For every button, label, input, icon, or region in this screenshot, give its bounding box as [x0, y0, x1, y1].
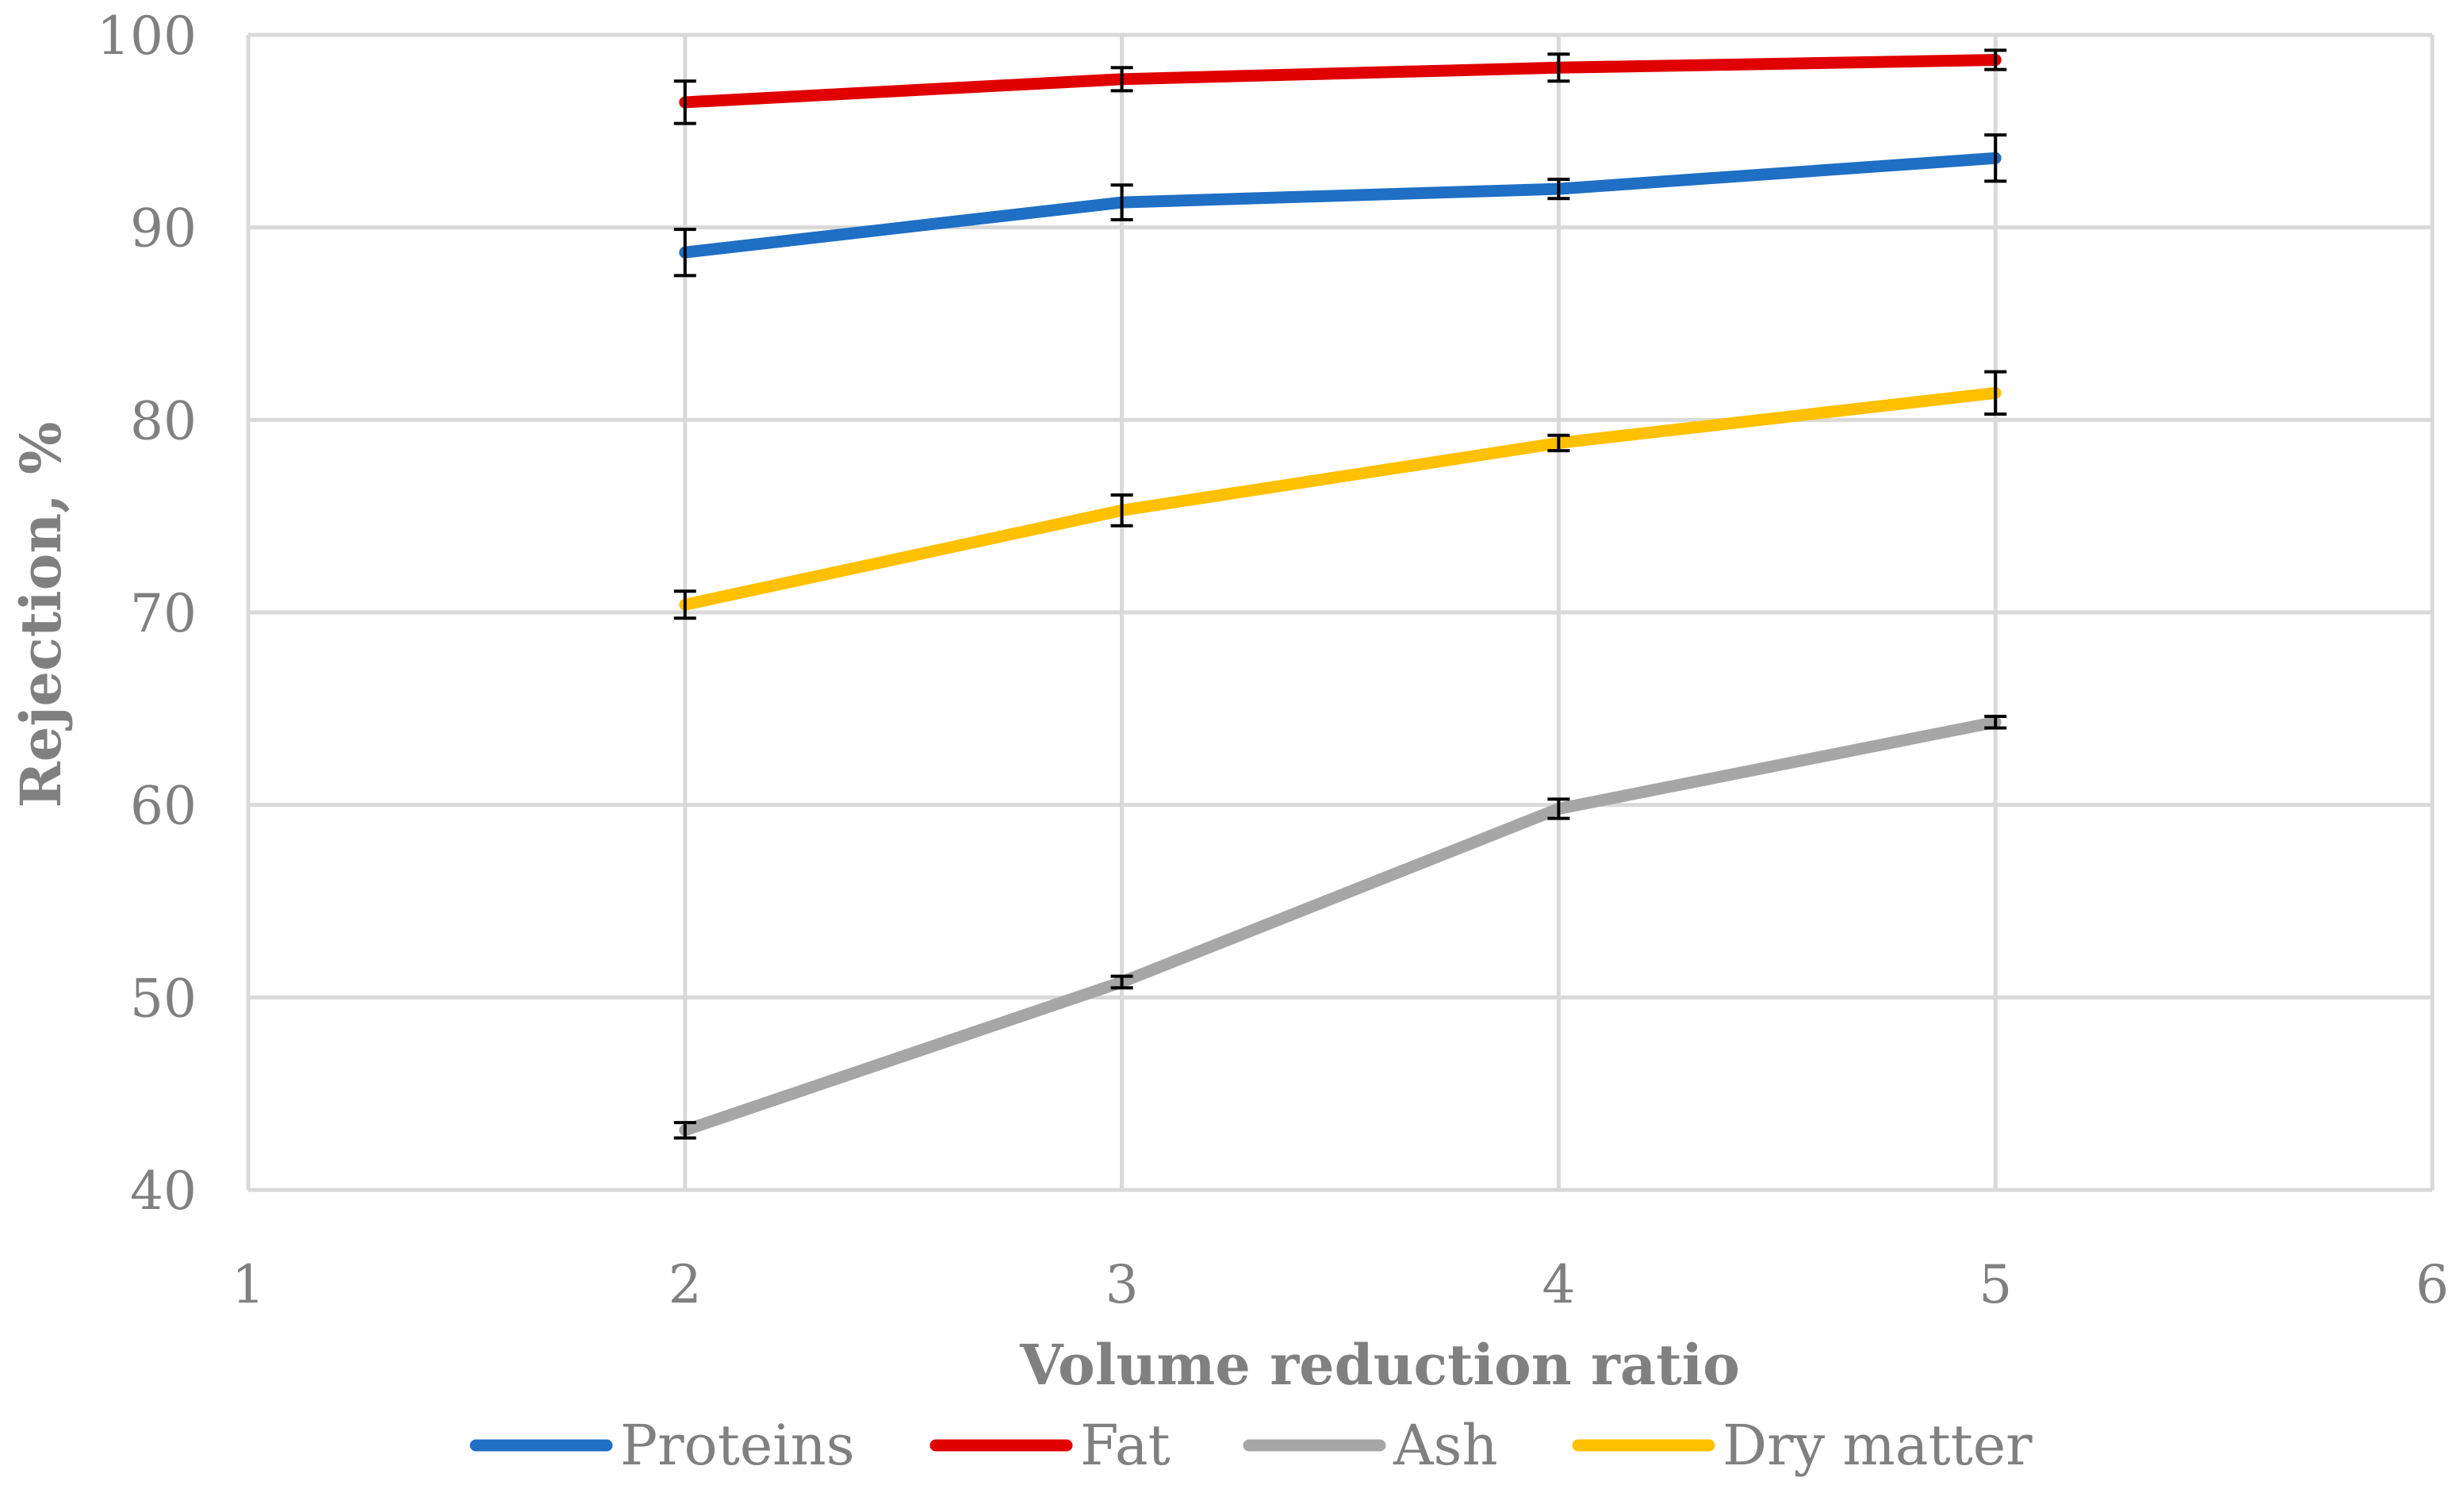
y-tick-label: 40: [130, 1161, 197, 1222]
error-bar-fat: [1110, 66, 1133, 93]
legend-label: Dry matter: [1723, 1413, 2033, 1478]
legend-label: Fat: [1080, 1413, 1171, 1478]
y-axis-title: Rejection, %: [8, 422, 74, 808]
error-bar-dry-matter: [673, 589, 696, 620]
legend: Proteins Fat Ash Dry matter: [469, 1413, 2033, 1478]
error-bar-ash: [1547, 797, 1570, 820]
series-line-fat: [679, 54, 2002, 109]
x-tick-label: 1: [232, 1254, 265, 1315]
error-bars: [673, 48, 2007, 1140]
error-bar-proteins: [1110, 183, 1133, 221]
error-bar-proteins: [1547, 178, 1570, 201]
x-tick-label: 2: [669, 1254, 702, 1315]
legend-item-dry-matter: Dry matter: [1572, 1413, 2033, 1478]
x-axis-title: Volume reduction ratio: [1019, 1332, 1740, 1398]
legend-label: Proteins: [620, 1413, 855, 1478]
x-tick-label: 4: [1542, 1254, 1575, 1315]
y-tick-label: 80: [130, 390, 197, 451]
y-tick-label: 50: [130, 968, 197, 1029]
legend-item-fat: Fat: [929, 1413, 1171, 1478]
error-bar-dry-matter: [1984, 370, 2007, 416]
error-bar-proteins: [673, 228, 696, 278]
y-tick-label: 100: [97, 6, 197, 67]
legend-item-ash: Ash: [1243, 1413, 1498, 1478]
error-bar-proteins: [1984, 133, 2007, 183]
y-tick-label: 60: [130, 776, 197, 837]
legend-item-proteins: Proteins: [469, 1413, 855, 1478]
x-tick-label: 6: [2416, 1254, 2449, 1315]
series-line-proteins: [679, 152, 2002, 259]
error-bar-ash: [673, 1121, 696, 1140]
error-bar-fat: [1547, 52, 1570, 83]
error-bar-ash: [1110, 974, 1133, 990]
grid: [246, 33, 2435, 1192]
series-lines: [679, 54, 2002, 1137]
error-bar-dry-matter: [1547, 433, 1570, 453]
x-tick-label: 5: [1979, 1254, 2012, 1315]
y-tick-label: 90: [130, 198, 197, 259]
error-bar-ash: [1984, 715, 2007, 730]
y-tick-label: 70: [130, 583, 197, 644]
error-bar-dry-matter: [1110, 493, 1133, 528]
series-line-dry-matter: [679, 386, 2002, 611]
error-bar-fat: [1984, 48, 2007, 71]
tick-labels: 40 50 60 70 80 90 100 1 2 3 4 5 6: [97, 6, 2449, 1315]
legend-label: Ash: [1393, 1413, 1498, 1478]
x-tick-label: 3: [1106, 1254, 1139, 1315]
error-bar-fat: [673, 79, 696, 125]
series-line-ash: [679, 716, 2002, 1137]
